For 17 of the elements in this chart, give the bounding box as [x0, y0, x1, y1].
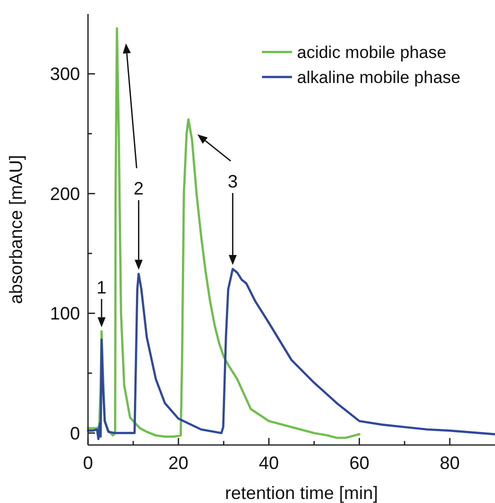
x-tick-label: 60	[349, 453, 370, 473]
y-tick-label: 300	[50, 64, 80, 84]
legend-label: acidic mobile phase	[297, 42, 446, 62]
line-series	[86, 268, 495, 440]
x-tick-label: 20	[168, 453, 188, 473]
x-axis-title: retention time [min]	[224, 483, 378, 503]
y-tick-label: 0	[70, 423, 80, 444]
x-tick-label: 0	[82, 453, 94, 473]
legend-label: alkaline mobile phase	[297, 68, 460, 87]
y-tick-label: 100	[50, 304, 80, 324]
annotation: 3	[228, 171, 238, 192]
x-tick-label: 80	[440, 453, 460, 473]
y-tick-label: 200	[50, 184, 80, 204]
annotation: 1	[96, 277, 107, 298]
x-tick-label: 40	[258, 453, 279, 473]
y-axis-title: absorbance [mAU]	[6, 154, 26, 304]
annotation: 2	[134, 178, 144, 198]
